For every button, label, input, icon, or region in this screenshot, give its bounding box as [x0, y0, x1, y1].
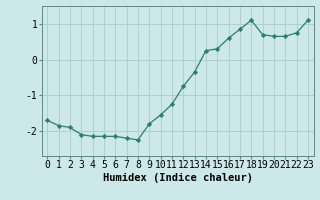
X-axis label: Humidex (Indice chaleur): Humidex (Indice chaleur)	[103, 173, 252, 183]
